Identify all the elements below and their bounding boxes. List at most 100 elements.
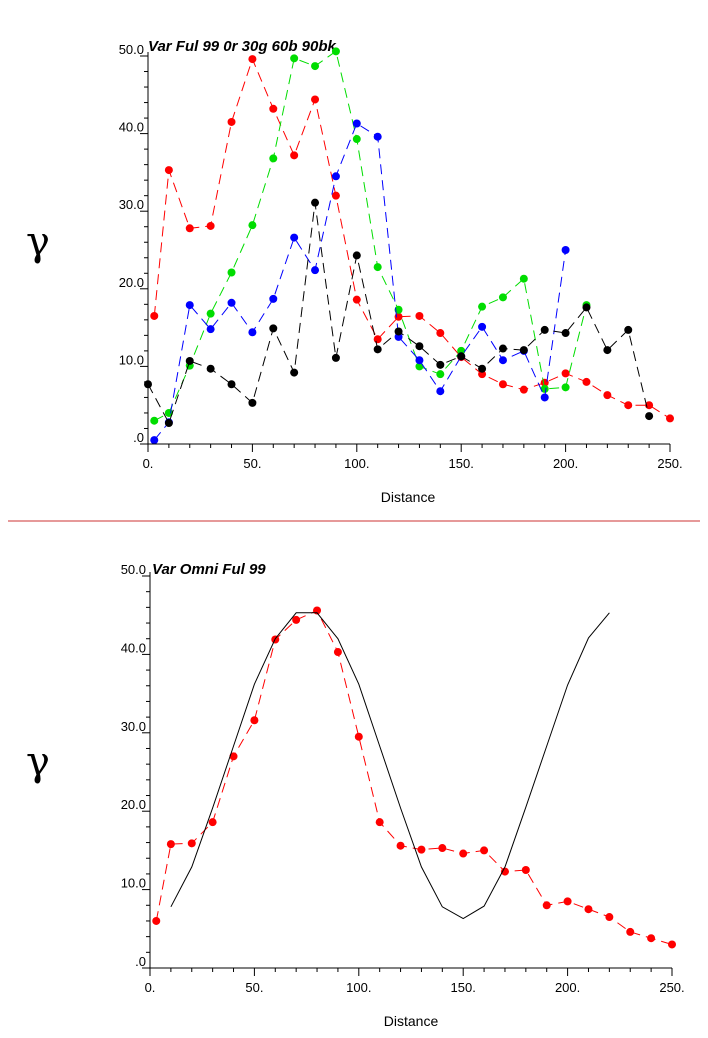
data-point-90bk (519, 346, 528, 355)
directional-variogram-chart: γ Var Ful 99 0r 30g 60b 90bk Distance .0… (26, 38, 683, 505)
data-point-0r (352, 295, 361, 304)
data-point-0r (436, 329, 445, 338)
data-point-30g (415, 362, 424, 371)
data-point-60b (331, 172, 340, 181)
data-point-90bk (540, 325, 549, 334)
y-tick-label: .0 (133, 430, 144, 445)
data-point-0r (269, 104, 278, 113)
omni-variogram-chart: γ Var Omni Ful 99 Distance .0 10.0 20.0 30.… (26, 561, 685, 1029)
series-line-30g (154, 50, 587, 422)
y-tick-label: 20.0 (121, 797, 146, 812)
data-point-60b (415, 356, 424, 365)
x-tick-label: 150. (451, 980, 476, 995)
data-point-90bk (457, 352, 466, 361)
data-point-90bk (624, 325, 633, 334)
data-point-30g (519, 274, 528, 283)
data-point-30g (352, 135, 361, 144)
data-point-90bk (290, 368, 299, 377)
y-tick-label: 20.0 (119, 275, 144, 290)
data-point-90bk (478, 364, 487, 373)
data-point-90bk (415, 342, 424, 351)
data-point-experimental (542, 901, 551, 910)
data-point-0r (331, 191, 340, 200)
data-point-60b (436, 387, 445, 396)
y-tick-label: 40.0 (121, 640, 146, 655)
data-point-0r (206, 221, 215, 230)
data-point-30g (331, 47, 340, 56)
data-point-90bk (582, 303, 591, 312)
data-point-30g (561, 383, 570, 392)
data-point-90bk (373, 345, 382, 354)
data-point-30g (311, 62, 320, 71)
data-point-experimental (668, 940, 676, 949)
x-tick-label: 200. (555, 980, 580, 995)
data-point-experimental (396, 841, 405, 850)
data-point-60b (540, 393, 549, 402)
data-point-0r (519, 385, 528, 394)
y-tick-label: 40.0 (119, 120, 144, 135)
x-tick-label: 100. (344, 456, 369, 471)
x-tick-label: 0. (145, 980, 156, 995)
data-point-30g (206, 309, 215, 318)
data-point-30g (498, 293, 507, 302)
data-point-0r (227, 117, 236, 126)
data-point-30g (227, 268, 236, 277)
data-point-60b (150, 436, 159, 445)
series-line-0r (153, 57, 671, 419)
data-point-experimental (584, 905, 593, 914)
data-point-90bk (206, 364, 215, 373)
data-point-60b (185, 301, 194, 310)
data-point-90bk (227, 380, 236, 389)
data-point-0r (185, 224, 194, 233)
data-point-experimental (229, 752, 238, 761)
data-point-experimental (459, 849, 468, 858)
data-point-experimental (208, 818, 217, 827)
x-axis-label: Distance (384, 1013, 439, 1029)
y-tick-label: 30.0 (119, 197, 144, 212)
data-point-experimental (605, 913, 614, 922)
data-point-experimental (563, 897, 572, 906)
data-point-60b (498, 356, 507, 365)
data-point-0r (373, 335, 382, 344)
data-point-60b (227, 298, 236, 307)
data-point-0r (150, 311, 159, 320)
data-point-experimental (417, 845, 426, 854)
data-point-90bk (352, 251, 361, 260)
data-point-experimental (521, 866, 530, 874)
data-point-90bk (394, 327, 403, 336)
y-tick-label: 50.0 (119, 42, 144, 57)
data-point-experimental (250, 716, 259, 725)
data-point-experimental (292, 615, 301, 624)
data-point-experimental (333, 648, 342, 657)
data-point-experimental (500, 867, 509, 876)
data-point-60b (478, 322, 487, 331)
data-point-60b (248, 328, 257, 337)
data-point-90bk (269, 324, 278, 333)
x-tick-label: 0. (143, 456, 154, 471)
data-point-0r (561, 369, 570, 378)
data-point-60b (206, 325, 215, 334)
x-tick-label: 50. (245, 980, 263, 995)
y-tick-label: 50.0 (121, 562, 146, 577)
data-point-0r (603, 391, 612, 400)
data-point-experimental (187, 839, 196, 848)
x-tick-label: 100. (346, 980, 371, 995)
data-point-0r (624, 401, 633, 410)
data-point-60b (311, 266, 320, 275)
data-point-30g (394, 305, 403, 314)
data-point-0r (415, 311, 424, 320)
data-point-0r (311, 95, 320, 104)
data-point-60b (290, 233, 299, 242)
data-point-0r (666, 414, 674, 423)
x-tick-label: 250. (659, 980, 684, 995)
data-point-0r (248, 55, 257, 64)
data-point-30g (373, 263, 382, 272)
series-line-model (170, 612, 610, 920)
data-point-90bk (603, 346, 612, 355)
data-point-60b (561, 246, 570, 254)
data-point-0r (164, 166, 173, 175)
data-point-experimental (152, 916, 161, 925)
gamma-ylabel: γ (26, 219, 50, 265)
chart-title: Var Ful 99 0r 30g 60b 90bk (148, 38, 337, 55)
x-axis-label: Distance (381, 489, 436, 505)
